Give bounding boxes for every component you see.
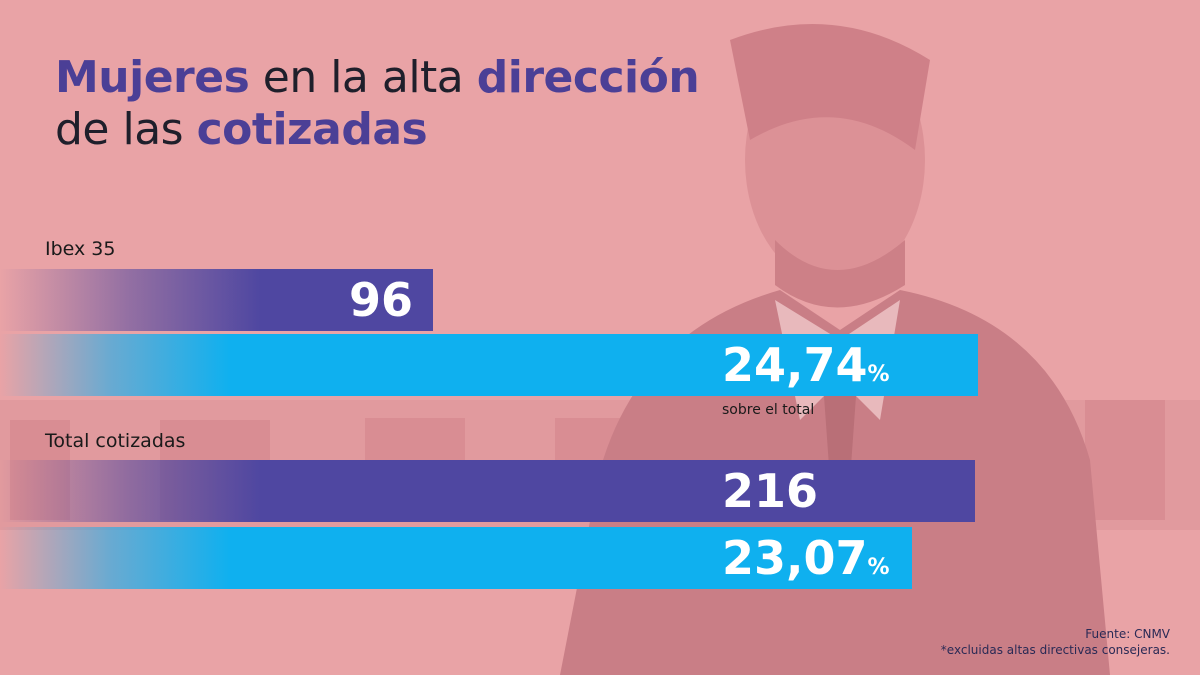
bar-percent-value-ibex35: 24,74% bbox=[722, 338, 890, 392]
chart-footer: Fuente: CNMV *excluidas altas directivas… bbox=[941, 626, 1170, 658]
title-segment: cotizadas bbox=[196, 104, 428, 155]
title-segment: en la alta bbox=[249, 52, 477, 103]
title-segment: dirección bbox=[476, 52, 700, 103]
bar-count-total-cotizadas bbox=[0, 460, 975, 522]
bar-count-value-ibex35: 96 bbox=[349, 273, 414, 327]
bar-percent-ibex35 bbox=[0, 334, 978, 396]
bar-count-value-total-cotizadas: 216 bbox=[722, 464, 819, 518]
title-segment: Mujeres bbox=[55, 52, 250, 103]
title-line-1: Mujeres en la alta dirección bbox=[55, 52, 700, 104]
title-segment: de las bbox=[55, 104, 197, 155]
bar-percent-value-total-cotizadas: 23,07% bbox=[722, 531, 890, 585]
footnote: *excluidas altas directivas consejeras. bbox=[940, 643, 1170, 657]
bar-percent-total-cotizadas bbox=[0, 527, 912, 589]
group-label-ibex35: Ibex 35 bbox=[45, 238, 116, 260]
percent-note: sobre el total bbox=[722, 402, 815, 418]
title-line-2: de las cotizadas bbox=[55, 104, 699, 156]
chart-title: Mujeres en la alta dirección de las coti… bbox=[55, 52, 700, 156]
bar-count-ibex35 bbox=[0, 269, 433, 331]
group-label-total-cotizadas: Total cotizadas bbox=[45, 430, 186, 452]
source-note: Fuente: CNMV bbox=[1085, 627, 1170, 641]
